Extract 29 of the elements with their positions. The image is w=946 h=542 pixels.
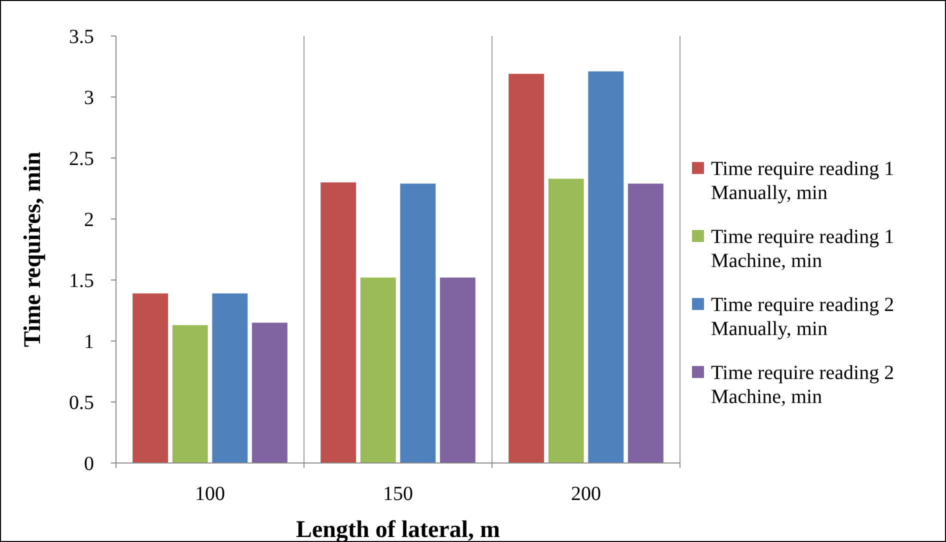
y-tick-label: 0 [84, 453, 94, 475]
bar [400, 184, 436, 463]
x-tick-label: 100 [195, 483, 225, 505]
y-tick-label: 1 [84, 331, 94, 353]
legend-label: Time require reading 1 Machine, min [711, 226, 894, 272]
x-axis-title: Length of lateral, m [296, 517, 500, 542]
bar [320, 182, 356, 463]
legend-label: Time require reading 2 Manually, min [711, 294, 894, 340]
bar [132, 293, 168, 463]
y-tick-label: 0.5 [69, 392, 94, 414]
y-tick-label: 3.5 [69, 26, 94, 48]
y-tick-label: 3 [84, 87, 94, 109]
bar [628, 184, 664, 463]
y-tick-label: 2.5 [69, 148, 94, 170]
bar [508, 74, 544, 463]
bar [548, 178, 584, 463]
x-tick-label: 200 [571, 483, 601, 505]
bar [252, 322, 288, 463]
y-axis-title: Time requires, min [20, 152, 46, 348]
bar [440, 278, 476, 463]
bar [588, 71, 624, 463]
bar [172, 325, 208, 463]
x-tick-label: 150 [383, 483, 413, 505]
y-tick-label: 1.5 [69, 270, 94, 292]
bar [212, 293, 248, 463]
legend-label: Time require reading 1 Manually, min [711, 158, 894, 204]
y-tick-label: 2 [84, 209, 94, 231]
bar [360, 278, 396, 463]
legend-label: Time require reading 2 Machine, min [711, 362, 894, 408]
